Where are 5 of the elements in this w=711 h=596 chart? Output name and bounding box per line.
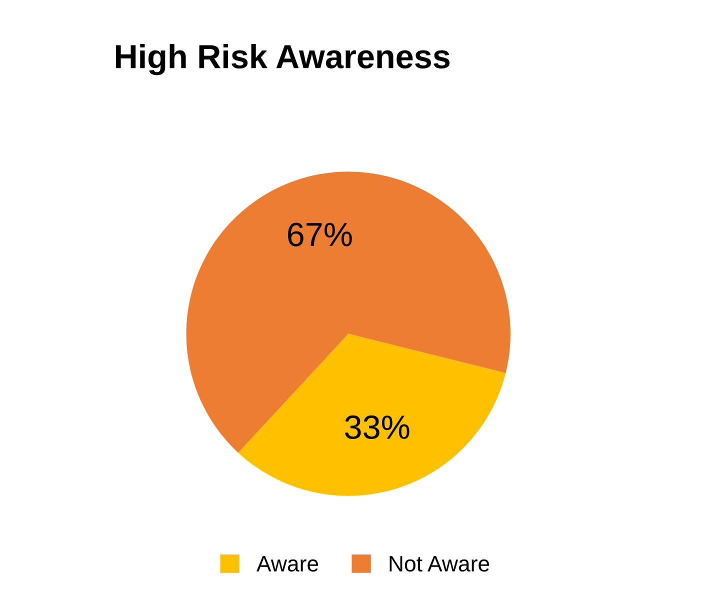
legend-label: Not Aware xyxy=(390,556,490,572)
chart-title: High Risk Awareness xyxy=(116,44,450,76)
data-label: 67% xyxy=(288,222,352,246)
legend-label: Aware xyxy=(256,556,318,572)
data-label: 33% xyxy=(345,415,410,440)
